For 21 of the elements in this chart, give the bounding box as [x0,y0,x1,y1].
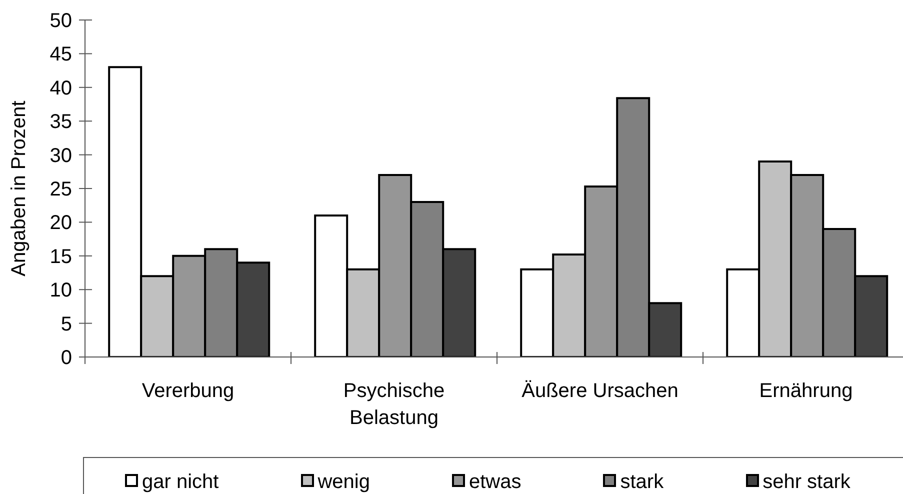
y-tick-label: 10 [50,280,72,302]
y-axis-title: Angaben in Prozent [8,100,30,276]
legend-label: etwas [468,471,522,493]
x-tick-label: Vererbung [142,380,234,402]
legend-label: wenig [318,471,370,493]
legend-label: stark [620,471,664,493]
y-tick-label: 30 [50,144,72,167]
y-tick-label: 45 [50,44,72,66]
y-tick-label: 25 [50,178,72,200]
y-tick-label: 20 [50,212,72,234]
y-tick-label: 50 [50,10,72,32]
x-tick-label: Ernährung [759,380,853,402]
y-tick-label: 5 [60,313,72,336]
y-tick-label: 35 [50,111,72,134]
legend-label: sehr stark [762,471,850,493]
legend-label: gar nicht [142,471,219,493]
y-tick-label: 0 [60,347,72,369]
x-tick-label: Äußere Ursachen [522,380,678,402]
y-tick-label: 40 [50,77,72,100]
x-tick-label: Psychische Belastung [343,380,445,429]
y-tick-label: 15 [50,246,72,268]
